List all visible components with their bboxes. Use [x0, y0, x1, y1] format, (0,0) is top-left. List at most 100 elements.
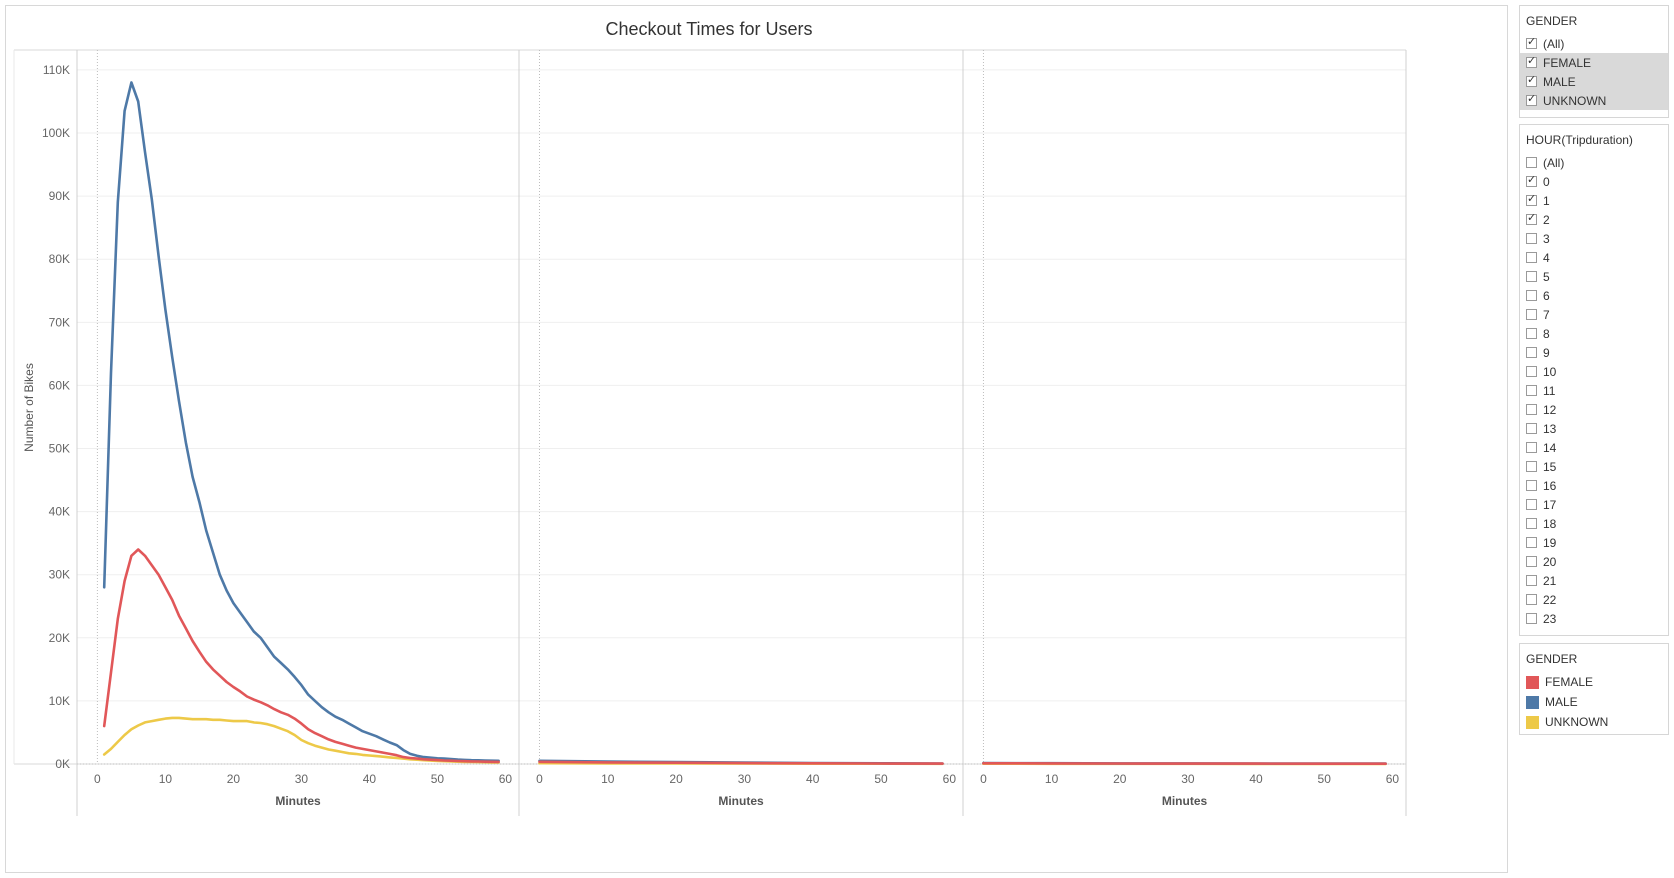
hour-filter-item[interactable]: 1	[1520, 191, 1668, 210]
checkbox-icon[interactable]	[1526, 35, 1537, 49]
checkbox-icon[interactable]	[1526, 556, 1537, 567]
hour-filter-item[interactable]: 3	[1520, 229, 1668, 248]
hour-filter-title: HOUR(Tripduration)	[1526, 133, 1633, 147]
checkbox-icon[interactable]	[1526, 211, 1537, 225]
checkbox-icon[interactable]	[1526, 385, 1537, 396]
hour-filter-label: 7	[1543, 307, 1550, 322]
gender-filter-item[interactable]: FEMALE	[1520, 53, 1668, 72]
x-tick-label: 20	[227, 772, 241, 786]
gender-filter-item[interactable]: MALE	[1520, 72, 1668, 91]
checkbox-icon[interactable]	[1526, 480, 1537, 491]
checkbox-icon[interactable]	[1526, 366, 1537, 377]
hour-filter-item[interactable]: 10	[1520, 362, 1668, 381]
hour-filter-item[interactable]: 14	[1520, 438, 1668, 457]
x-axis-label: Minutes	[275, 794, 321, 808]
hour-filter-item[interactable]: 22	[1520, 590, 1668, 609]
hour-filter-item[interactable]: 23	[1520, 609, 1668, 628]
hour-filter-item[interactable]: 20	[1520, 552, 1668, 571]
gender-filter-item[interactable]: UNKNOWN	[1520, 91, 1668, 110]
checkbox-icon[interactable]	[1526, 499, 1537, 510]
hour-filter-label: 9	[1543, 345, 1550, 360]
hour-filter-label: (All)	[1543, 155, 1565, 170]
gender-filter-card: GENDER (All) FEMALE MALE UNKNOWN	[1519, 5, 1669, 118]
checkbox-icon[interactable]	[1526, 442, 1537, 453]
hour-filter-label: 12	[1543, 402, 1557, 417]
checkbox-icon[interactable]	[1526, 575, 1537, 586]
checkbox-icon[interactable]	[1526, 157, 1537, 168]
gender-legend-card: GENDER FEMALE MALE UNKNOWN	[1519, 643, 1669, 735]
x-tick-label: 50	[1318, 772, 1332, 786]
checkbox-icon[interactable]	[1526, 613, 1537, 624]
checkbox-icon[interactable]	[1526, 290, 1537, 301]
hour-filter-item[interactable]: 17	[1520, 495, 1668, 514]
checkbox-icon[interactable]	[1526, 252, 1537, 263]
checkbox-icon[interactable]	[1526, 271, 1537, 282]
hour-filter-item[interactable]: 19	[1520, 533, 1668, 552]
hour-filter-item[interactable]: 2	[1520, 210, 1668, 229]
gender-filter-label: UNKNOWN	[1543, 93, 1607, 108]
hour-filter-label: 20	[1543, 554, 1557, 569]
checkbox-icon[interactable]	[1526, 309, 1537, 320]
y-tick-label: 50K	[49, 442, 70, 456]
legend-item[interactable]: FEMALE	[1520, 672, 1668, 692]
y-tick-label: 100K	[42, 126, 70, 140]
x-tick-label: 0	[536, 772, 543, 786]
x-tick-label: 10	[601, 772, 615, 786]
hour-filter-item[interactable]: 18	[1520, 514, 1668, 533]
checkbox-icon[interactable]	[1526, 461, 1537, 472]
hour-filter-item[interactable]: 0	[1520, 172, 1668, 191]
y-tick-label: 10K	[49, 694, 70, 708]
checkbox-icon[interactable]	[1526, 54, 1537, 68]
x-tick-label: 60	[1386, 772, 1400, 786]
hour-filter-label: 14	[1543, 440, 1557, 455]
x-tick-label: 30	[738, 772, 752, 786]
hour-filter-label: 18	[1543, 516, 1557, 531]
hour-filter-label: 6	[1543, 288, 1550, 303]
hour-filter-item[interactable]: 11	[1520, 381, 1668, 400]
checkbox-icon[interactable]	[1526, 173, 1537, 187]
checkbox-icon[interactable]	[1526, 518, 1537, 529]
legend-label: UNKNOWN	[1545, 715, 1609, 729]
legend-item[interactable]: MALE	[1520, 692, 1668, 712]
hour-filter-item[interactable]: 5	[1520, 267, 1668, 286]
hour-filter-label: 22	[1543, 592, 1557, 607]
hour-filter-item[interactable]: 21	[1520, 571, 1668, 590]
series-line-female	[102, 548, 500, 764]
x-tick-label: 60	[499, 772, 513, 786]
hour-filter-label: 21	[1543, 573, 1557, 588]
hour-filter-item[interactable]: 16	[1520, 476, 1668, 495]
x-tick-label: 60	[943, 772, 957, 786]
x-axis-label: Minutes	[1162, 794, 1208, 808]
x-tick-label: 50	[431, 772, 445, 786]
hour-filter-item[interactable]: 7	[1520, 305, 1668, 324]
checkbox-icon[interactable]	[1526, 73, 1537, 87]
gender-filter-item[interactable]: (All)	[1520, 34, 1668, 53]
checkbox-icon[interactable]	[1526, 192, 1537, 206]
checkbox-icon[interactable]	[1526, 594, 1537, 605]
x-tick-label: 20	[1113, 772, 1127, 786]
hour-filter-item[interactable]: 13	[1520, 419, 1668, 438]
y-tick-label: 90K	[49, 189, 70, 203]
hour-filter-item[interactable]: 4	[1520, 248, 1668, 267]
hour-filter-item[interactable]: 9	[1520, 343, 1668, 362]
x-tick-label: 0	[94, 772, 101, 786]
checkbox-icon[interactable]	[1526, 404, 1537, 415]
hour-filter-label: 11	[1543, 383, 1556, 398]
hour-filter-item[interactable]: (All)	[1520, 153, 1668, 172]
hour-filter-label: 16	[1543, 478, 1557, 493]
hour-filter-item[interactable]: 12	[1520, 400, 1668, 419]
hour-filter-item[interactable]: 6	[1520, 286, 1668, 305]
checkbox-icon[interactable]	[1526, 233, 1537, 244]
legend-item[interactable]: UNKNOWN	[1520, 712, 1668, 732]
checkbox-icon[interactable]	[1526, 537, 1537, 548]
checkbox-icon[interactable]	[1526, 423, 1537, 434]
checkbox-icon[interactable]	[1526, 92, 1537, 106]
gender-filter-title: GENDER	[1526, 14, 1578, 28]
checkbox-icon[interactable]	[1526, 347, 1537, 358]
hour-filter-item[interactable]: 8	[1520, 324, 1668, 343]
x-axis-label: Minutes	[718, 794, 764, 808]
hour-filter-label: 1	[1543, 193, 1550, 208]
hour-filter-item[interactable]: 15	[1520, 457, 1668, 476]
checkbox-icon[interactable]	[1526, 328, 1537, 339]
gender-filter-label: (All)	[1543, 36, 1565, 51]
